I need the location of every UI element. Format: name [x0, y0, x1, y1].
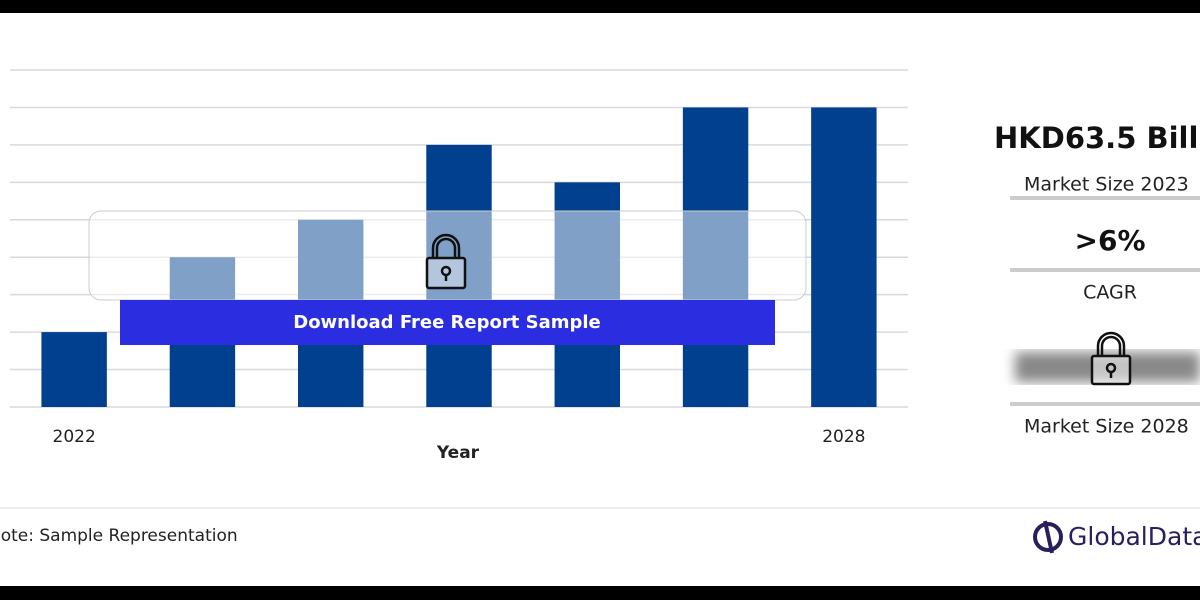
x-axis-title: Year [436, 443, 480, 463]
bottom-bar [0, 586, 1200, 600]
lock-icon [425, 233, 467, 290]
footnote: Note: Sample Representation [0, 526, 238, 546]
market-size-value: HKD63.5 Billion [994, 121, 1200, 155]
logo-icon [1033, 520, 1063, 554]
divider [1010, 402, 1200, 406]
market-size-label: Market Size 2023 [1024, 174, 1189, 196]
cagr-label: CAGR [1083, 282, 1137, 304]
logo-text: GlobalData [1068, 522, 1200, 551]
divider [1010, 268, 1200, 272]
top-bar [0, 0, 1200, 13]
divider [1010, 196, 1200, 200]
download-button-label[interactable]: Download Free Report Sample [293, 312, 601, 333]
cagr-value: >6% [1075, 224, 1146, 257]
future-label: Market Size 2028 [1024, 416, 1189, 438]
x-tick-label: 2028 [822, 427, 865, 447]
x-tick-label: 2022 [53, 427, 96, 447]
bar [811, 107, 877, 407]
download-button[interactable] [120, 300, 775, 345]
lock-icon [1090, 331, 1132, 386]
bar [41, 332, 107, 407]
